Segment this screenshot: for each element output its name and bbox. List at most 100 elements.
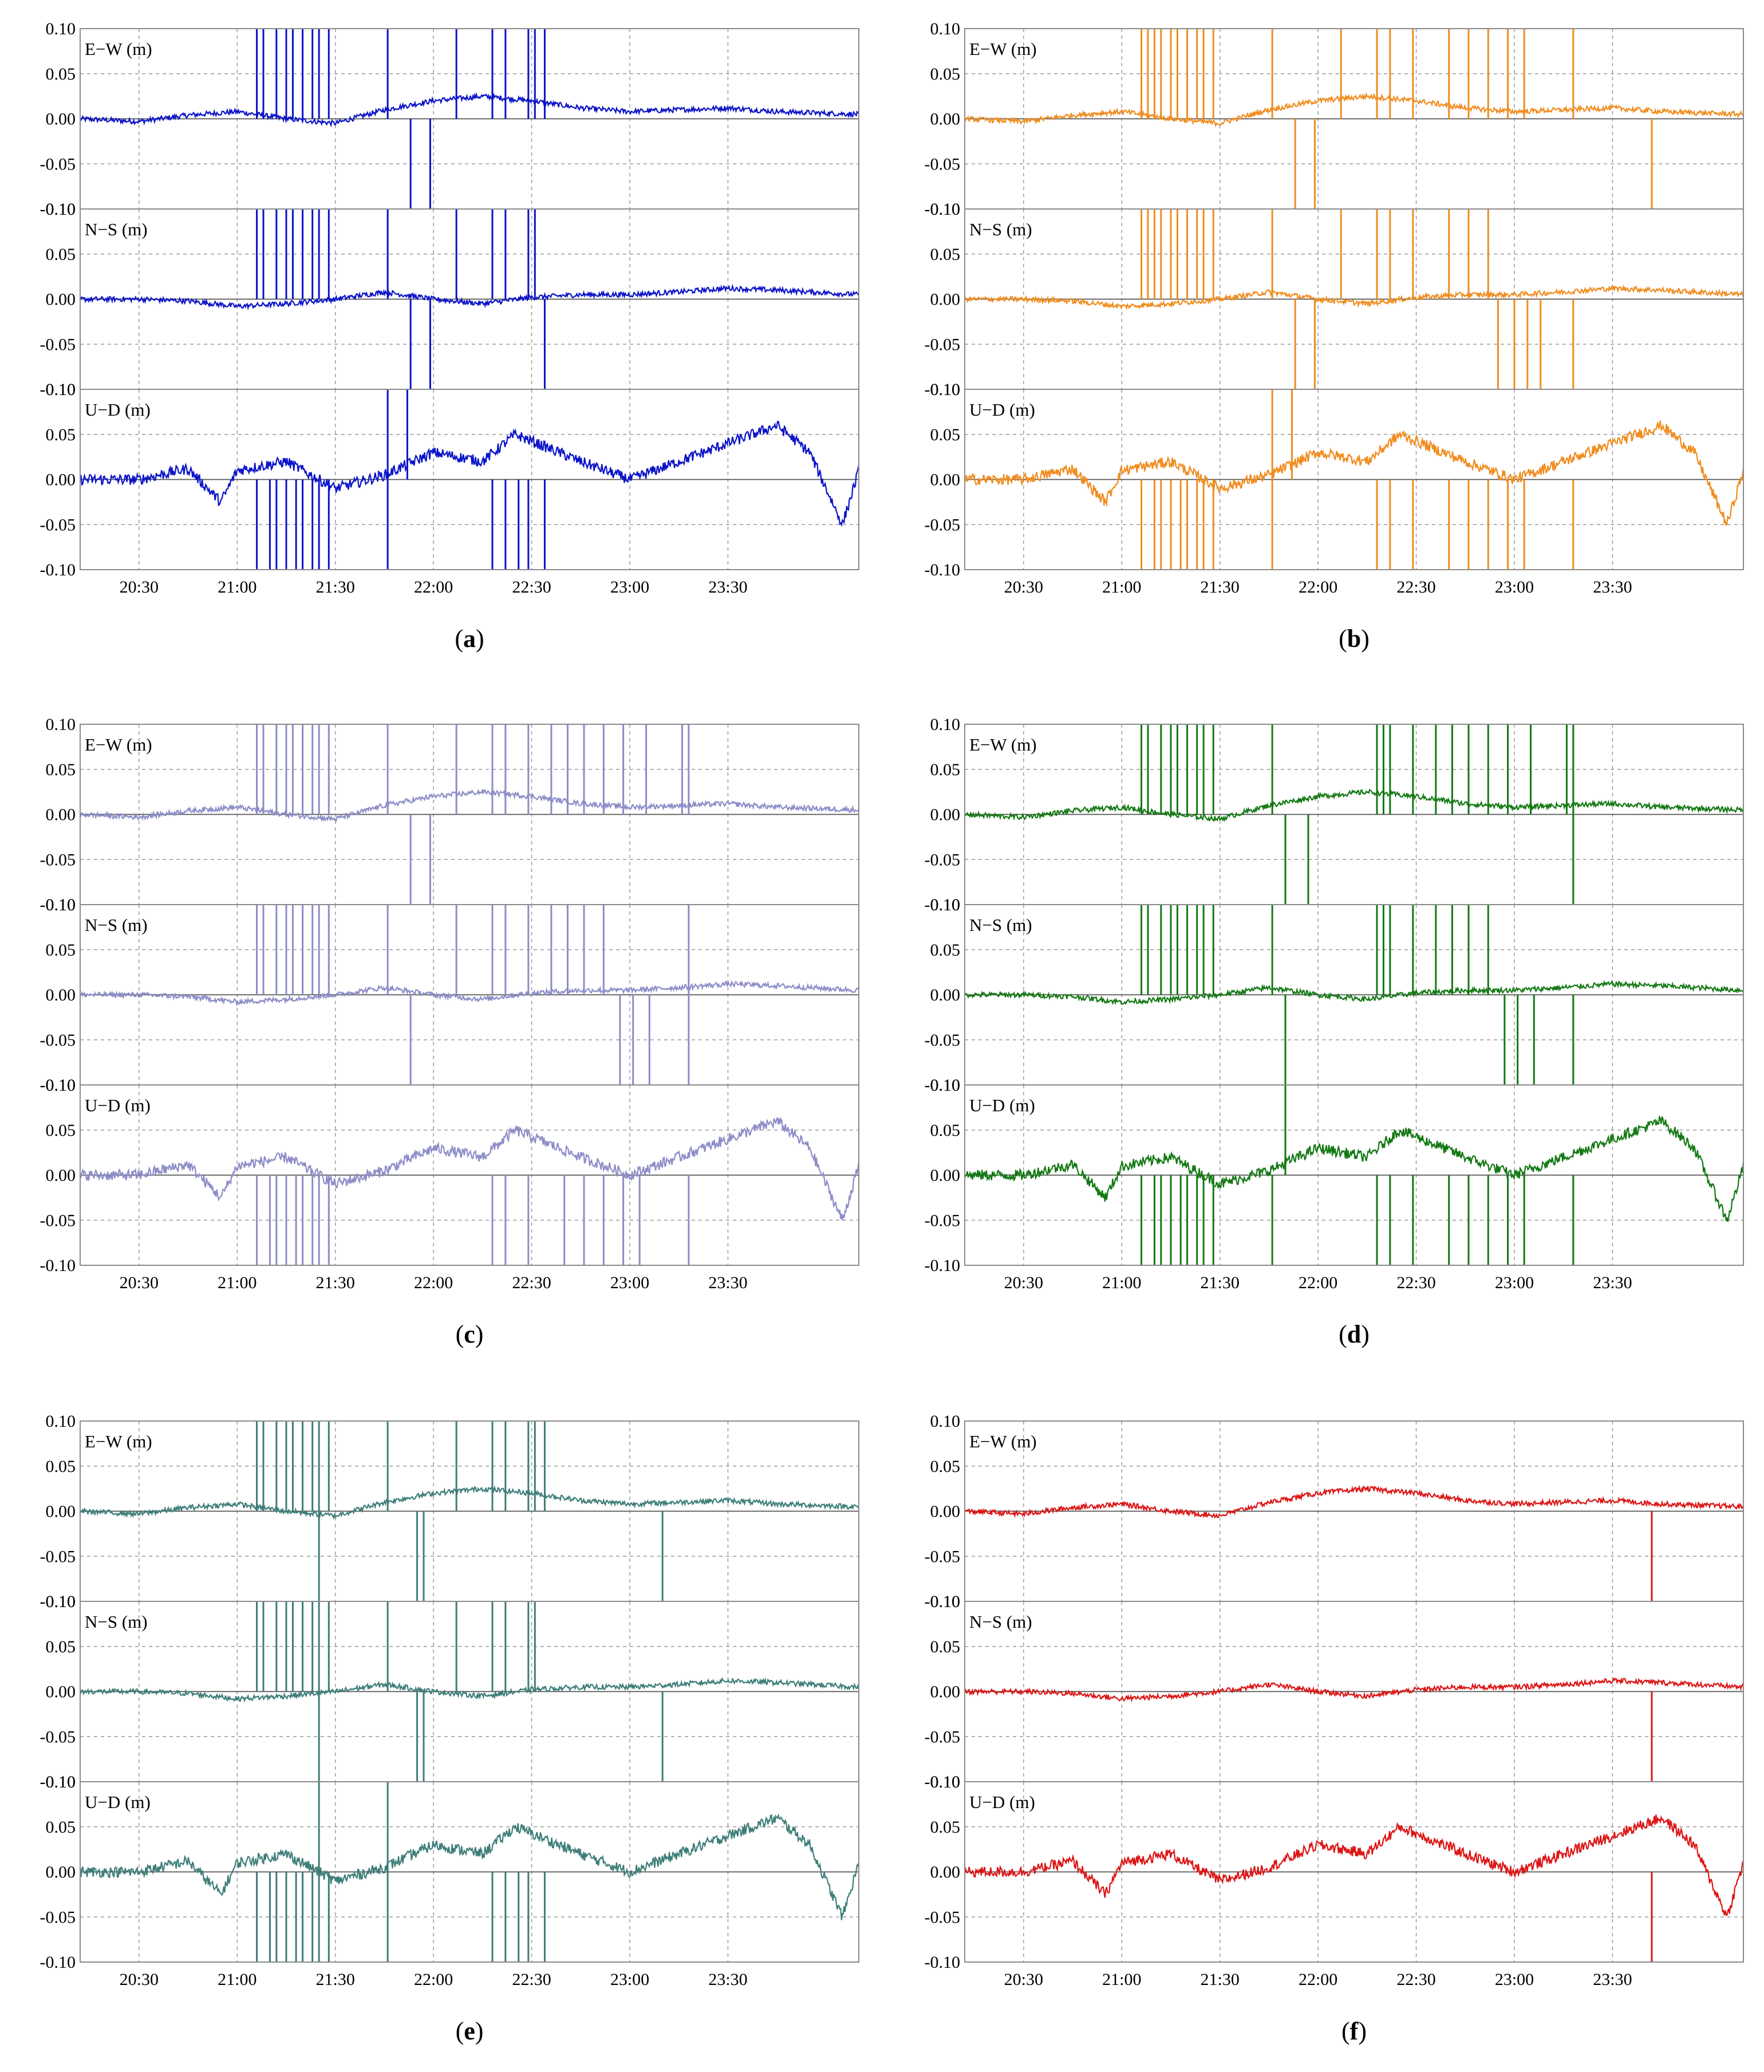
y-tick-label: 0.10 [930,1592,961,1611]
y-tick-label: 0.05 [46,760,76,779]
y-tick-label: 0.00 [930,1863,961,1882]
y-tick-label: 0.10 [930,380,961,399]
y-tick-label: -0.05 [40,1547,76,1566]
y-tick-label: 0.05 [46,1818,76,1837]
y-tick-label: 0.10 [46,715,76,734]
y-tick-label: -0.05 [925,155,961,173]
x-tick-label: 22:00 [414,1273,453,1292]
y-tick-label: 0.05 [46,245,76,264]
y-tick-label: 0.00 [930,471,961,490]
component-label: U−D (m) [969,1095,1035,1115]
x-tick-label: 22:30 [512,578,551,597]
series-line [964,980,1744,1005]
subfigure-caption: (b) [1339,625,1370,653]
series-line [964,1677,1745,1703]
series-line [80,92,859,128]
y-tick-label: -0.05 [40,1908,76,1927]
subfigure-caption: (c) [456,1320,484,1348]
panel-b-3: 0.10 0.05 0.00 -0.05 -0.10 U−D (m) [925,380,1745,579]
x-tick-label: 22:30 [1396,1273,1435,1292]
series-line [964,1814,1745,1916]
subfigure-caption: (f) [1341,2017,1367,2045]
x-tick-label: 23:30 [1593,1273,1632,1292]
series-line [79,1813,860,1920]
panel-b-1: 0.10 0.05 0.00 -0.05 -0.10 E−W (m) [925,19,1744,219]
y-tick-label: -0.05 [925,335,961,354]
y-tick-label: -0.05 [925,1031,961,1049]
panel-d-1: 0.10 0.05 0.00 -0.05 -0.10 E−W (m) [925,715,1744,914]
y-tick-label: -0.05 [40,1727,76,1746]
component-label: U−D (m) [85,1095,151,1115]
component-label: E−W (m) [969,735,1037,755]
x-tick-label: 23:30 [1593,578,1632,597]
x-tick-label: 23:30 [708,578,747,597]
y-tick-label: 0.05 [930,941,961,960]
series-line [79,283,860,311]
component-label: U−D (m) [85,1792,151,1812]
y-tick-label: 0.00 [46,1502,76,1521]
x-tick-label: 20:30 [120,1970,159,1989]
y-tick-label: 0.00 [930,986,961,1005]
y-tick-label: 0.05 [46,65,76,84]
y-tick-label: -0.05 [40,1031,76,1049]
y-tick-label: 0.00 [46,806,76,824]
y-tick-label: -0.10 [40,1773,76,1791]
series-line [964,1115,1745,1222]
panel-a-2: 0.10 0.05 0.00 -0.05 -0.10 N−S (m) [40,200,860,399]
panel-frame [964,1781,1744,1963]
component-label: U−D (m) [85,400,151,420]
y-tick-label: 0.10 [930,1076,961,1095]
component-label: E−W (m) [969,39,1037,59]
subfigure-caption: (e) [456,2017,484,2045]
panel-a-3: 0.10 0.05 0.00 -0.05 -0.10 U−D (m) [40,380,860,579]
y-tick-label: 0.05 [930,425,961,444]
component-label: E−W (m) [85,39,152,59]
panel-f-2: 0.10 0.05 0.00 -0.05 -0.10 N−S (m) [925,1592,1745,1791]
y-tick-label: -0.10 [925,561,961,579]
subfigure-caption: (d) [1339,1320,1370,1348]
panel-frame [964,389,1744,570]
panel-e-2: 0.10 0.05 0.00 -0.05 -0.10 N−S (m) [40,1592,860,1791]
y-tick-label: -0.10 [40,895,76,914]
chart-a: 0.10 0.05 0.00 -0.05 -0.10 E−W (m) 0.10 0.05 0.0… [40,19,860,653]
panel-f-3: 0.10 0.05 0.00 -0.05 -0.10 U−D (m) [925,1773,1745,1972]
y-tick-label: 0.05 [930,760,961,779]
panel-c-1: 0.10 0.05 0.00 -0.05 -0.10 E−W (m) [40,715,860,914]
x-tick-label: 22:00 [1299,578,1337,597]
y-tick-label: 0.00 [46,1683,76,1702]
component-label: E−W (m) [85,1431,152,1451]
y-tick-label: -0.05 [40,155,76,173]
component-label: N−S (m) [969,915,1032,935]
y-tick-label: -0.10 [40,1076,76,1095]
x-tick-label: 21:00 [218,1273,256,1292]
series-line [79,1677,860,1703]
y-tick-label: 0.10 [46,1076,76,1095]
panel-c-2: 0.10 0.05 0.00 -0.05 -0.10 N−S (m) [40,895,859,1095]
x-tick-label: 23:00 [610,1273,649,1292]
panel-frame [964,1084,1744,1266]
y-tick-label: 0.10 [930,1412,961,1431]
y-tick-label: 0.00 [46,110,76,129]
y-tick-label: 0.10 [46,200,76,219]
component-label: N−S (m) [969,1612,1032,1632]
x-tick-label: 23:00 [610,1970,649,1989]
x-tick-label: 21:30 [316,1970,355,1989]
y-tick-label: 0.05 [930,245,961,264]
component-label: N−S (m) [969,219,1032,239]
x-tick-label: 20:30 [120,1273,159,1292]
series-line [964,92,1744,128]
x-tick-label: 21:00 [218,578,256,597]
y-tick-label: 0.05 [46,425,76,444]
x-tick-label: 21:30 [1201,1273,1240,1292]
panel-frame [80,389,859,570]
y-tick-label: 0.05 [46,1457,76,1476]
x-tick-label: 21:00 [218,1970,256,1989]
series-line [80,420,860,527]
x-tick-label: 22:30 [1396,1970,1435,1989]
panel-e-3: 0.10 0.05 0.00 -0.05 -0.10 U−D (m) [40,1773,860,1972]
chart-b: 0.10 0.05 0.00 -0.05 -0.10 E−W (m) 0.10 0.05 0.0… [925,19,1745,653]
series-line [79,788,860,823]
y-tick-label: 0.05 [46,1637,76,1656]
series-line [80,1485,859,1520]
y-tick-label: -0.05 [40,1211,76,1230]
